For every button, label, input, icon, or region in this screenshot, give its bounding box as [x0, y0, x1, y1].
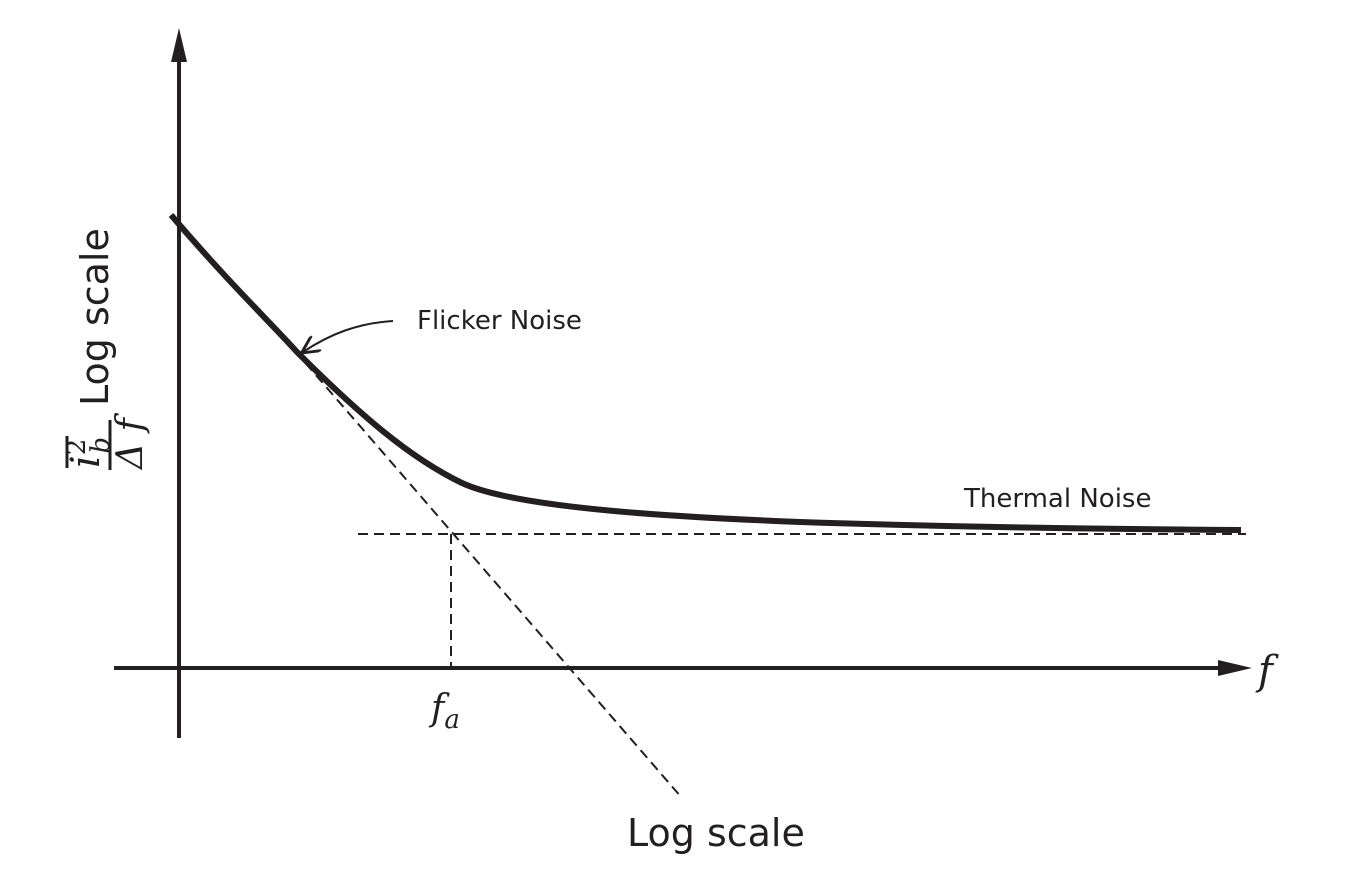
noise-spectrum-curve [171, 215, 1241, 530]
y-label-numerator: i2b [62, 437, 116, 468]
flicker-asymptote-dashed-line [295, 351, 682, 798]
corner-frequency-subscript: a [444, 705, 460, 735]
y-axis-scale-label: Log scale [73, 228, 117, 406]
thermal-noise-label: Thermal Noise [963, 484, 1151, 514]
flicker-callout-arrow [303, 321, 393, 352]
y-axis-arrowhead [171, 28, 187, 62]
flicker-noise-label: Flicker Noise [417, 306, 582, 336]
y-label-numerator-symbol: i [63, 455, 109, 468]
y-axis-label: i2b Δ f Log scale [62, 228, 151, 471]
x-axis-scale-label: Log scale [627, 811, 805, 855]
y-label-denominator: Δ f [110, 413, 151, 471]
corner-frequency-label: fa [428, 688, 460, 735]
x-axis-arrowhead [1218, 660, 1252, 676]
x-axis-symbol: f [1255, 648, 1279, 694]
